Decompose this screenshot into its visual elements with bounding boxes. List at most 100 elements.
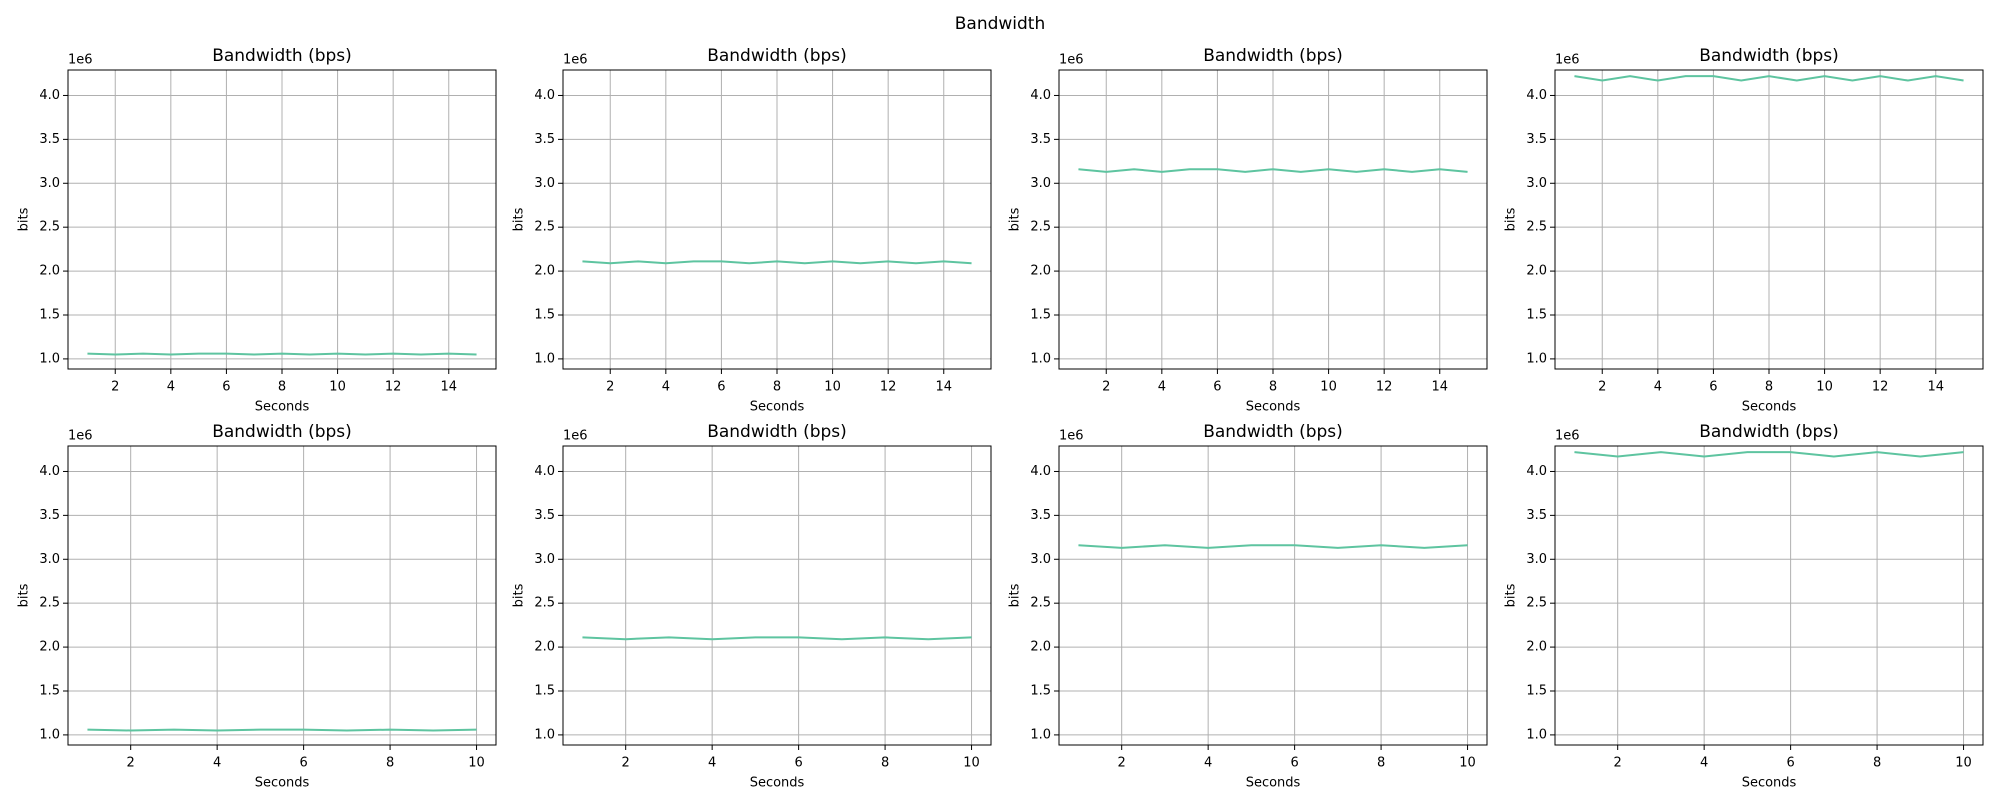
y-tick-label: 3.5: [39, 132, 60, 147]
data-line: [582, 260, 972, 265]
x-tick-label: 10: [1320, 380, 1337, 395]
y-axis-label: bits: [1008, 207, 1023, 231]
x-tick-label: 4: [1654, 380, 1662, 395]
axes-frame: [1058, 445, 1488, 746]
x-tick-label: 12: [1376, 380, 1393, 395]
x-tick-label: 12: [880, 380, 897, 395]
y-tick-label: 1.5: [1526, 307, 1547, 322]
y-tick-label: 3.5: [1526, 132, 1547, 147]
x-tick-label: 2: [1102, 380, 1110, 395]
x-tick-label: 8: [881, 756, 889, 771]
x-tick-label: 8: [1377, 756, 1385, 771]
x-tick-label: 6: [1709, 380, 1717, 395]
axes-title: Bandwidth (bps): [1699, 46, 1839, 66]
axes-title: Bandwidth (bps): [212, 46, 352, 66]
x-tick-label: 2: [1614, 756, 1622, 771]
y-tick-label: 1.5: [1030, 683, 1051, 698]
y-offset-label: 1e6: [563, 53, 588, 68]
y-axis-label: bits: [17, 207, 32, 231]
y-tick-label: 4.0: [534, 464, 555, 479]
axes-frame: [1554, 445, 1984, 746]
y-tick-label: 2.0: [534, 264, 555, 279]
y-tick-label: 2.5: [1526, 596, 1547, 611]
x-tick-label: 8: [773, 380, 781, 395]
y-tick-label: 4.0: [1526, 88, 1547, 103]
y-tick-label: 1.0: [1526, 727, 1547, 742]
y-offset-label: 1e6: [1059, 53, 1084, 68]
x-tick-label: 12: [1872, 380, 1889, 395]
axes-frame: [562, 445, 992, 746]
x-tick-label: 10: [468, 756, 485, 771]
y-tick-label: 3.5: [39, 508, 60, 523]
x-axis-label: Seconds: [750, 400, 805, 415]
axes-frame: [67, 69, 497, 370]
x-axis-label: Seconds: [1246, 400, 1301, 415]
y-tick-label: 4.0: [1030, 464, 1051, 479]
x-tick-label: 2: [1598, 380, 1606, 395]
y-offset-label: 1e6: [68, 53, 93, 68]
y-tick-label: 1.0: [534, 351, 555, 366]
y-tick-label: 3.0: [534, 176, 555, 191]
y-tick-label: 2.5: [534, 596, 555, 611]
y-tick-label: 3.0: [534, 552, 555, 567]
y-tick-label: 2.5: [39, 596, 60, 611]
x-tick-label: 2: [606, 380, 614, 395]
x-tick-label: 6: [1213, 380, 1221, 395]
x-tick-label: 2: [1118, 756, 1126, 771]
x-tick-label: 10: [1816, 380, 1833, 395]
y-axis-label: bits: [1504, 583, 1519, 607]
x-tick-label: 2: [127, 756, 135, 771]
y-axis-label: bits: [1008, 583, 1023, 607]
axes-title: Bandwidth (bps): [212, 422, 352, 442]
x-tick-label: 6: [222, 380, 230, 395]
y-offset-label: 1e6: [1555, 429, 1580, 444]
x-axis-label: Seconds: [255, 400, 310, 415]
x-tick-label: 6: [1290, 756, 1298, 771]
y-tick-label: 2.5: [1030, 220, 1051, 235]
y-tick-label: 4.0: [534, 88, 555, 103]
y-tick-label: 2.0: [534, 640, 555, 655]
y-tick-label: 1.0: [1030, 727, 1051, 742]
y-offset-label: 1e6: [563, 429, 588, 444]
x-tick-label: 4: [1204, 756, 1212, 771]
y-tick-label: 3.0: [1526, 552, 1547, 567]
y-tick-label: 1.5: [1526, 683, 1547, 698]
y-tick-label: 4.0: [1526, 464, 1547, 479]
axes-title: Bandwidth (bps): [1203, 422, 1343, 442]
y-tick-label: 2.0: [1526, 264, 1547, 279]
y-offset-label: 1e6: [1059, 429, 1084, 444]
data-line: [582, 636, 972, 641]
x-tick-label: 10: [1459, 756, 1476, 771]
y-tick-label: 2.5: [1030, 596, 1051, 611]
y-tick-label: 3.0: [39, 176, 60, 191]
x-axis-label: Seconds: [1246, 776, 1301, 791]
y-tick-label: 1.0: [1526, 351, 1547, 366]
x-tick-label: 6: [1786, 756, 1794, 771]
y-axis-label: bits: [512, 583, 527, 607]
x-tick-label: 10: [824, 380, 841, 395]
axes-frame: [562, 69, 992, 370]
x-axis-label: Seconds: [255, 776, 310, 791]
x-tick-label: 4: [662, 380, 670, 395]
y-tick-label: 1.0: [39, 351, 60, 366]
y-tick-label: 2.0: [1030, 640, 1051, 655]
x-tick-label: 4: [167, 380, 175, 395]
y-tick-label: 3.0: [39, 552, 60, 567]
y-tick-label: 1.0: [39, 727, 60, 742]
y-tick-label: 3.5: [1526, 508, 1547, 523]
x-tick-label: 8: [1873, 756, 1881, 771]
y-tick-label: 3.0: [1030, 176, 1051, 191]
axes-title: Bandwidth (bps): [707, 422, 847, 442]
data-line: [1078, 544, 1468, 549]
y-tick-label: 1.0: [534, 727, 555, 742]
x-axis-label: Seconds: [1742, 776, 1797, 791]
data-line: [1078, 168, 1468, 173]
x-tick-label: 4: [1158, 380, 1166, 395]
y-tick-label: 1.5: [534, 683, 555, 698]
x-tick-label: 14: [1431, 380, 1448, 395]
y-tick-label: 3.0: [1030, 552, 1051, 567]
y-axis-label: bits: [512, 207, 527, 231]
x-axis-label: Seconds: [750, 776, 805, 791]
data-line: [1574, 451, 1964, 458]
